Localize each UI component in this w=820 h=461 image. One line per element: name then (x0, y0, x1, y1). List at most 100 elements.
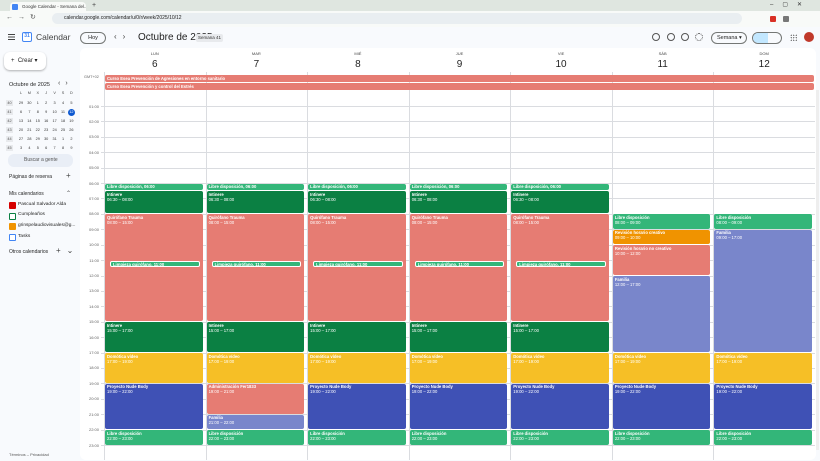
extension-icon[interactable] (770, 16, 776, 22)
help-icon[interactable] (681, 33, 689, 41)
mini-day[interactable]: 4 (28, 145, 31, 150)
day-number[interactable]: 9 (456, 59, 463, 70)
offline-icon[interactable] (667, 33, 675, 41)
mini-day[interactable]: 10 (52, 109, 57, 114)
mini-day[interactable]: 9 (70, 145, 73, 150)
mini-day[interactable]: 20 (18, 127, 24, 132)
event[interactable]: Intinere 06:30 – 08:00 (409, 191, 508, 214)
scrollbar[interactable] (816, 90, 819, 450)
event[interactable]: Intinere 06:30 – 08:00 (308, 191, 406, 214)
mini-day[interactable]: 1 (61, 136, 65, 141)
event[interactable]: Quirófano Trauma 08:00 – 15:00 (206, 214, 305, 322)
event[interactable]: Limpieza quirófano, 11:00 (414, 260, 505, 268)
day-number[interactable]: 8 (355, 59, 361, 70)
mini-day[interactable]: 5 (36, 145, 39, 150)
prev-next[interactable]: ‹› (114, 32, 132, 41)
mini-day[interactable]: 29 (35, 136, 40, 141)
event[interactable]: Libre disposición 22:00 – 23:00 (612, 430, 711, 445)
event[interactable]: Domótica vídeo 17:00 – 19:00 (714, 353, 812, 383)
mini-day[interactable]: 9 (45, 109, 48, 114)
all-day-event[interactable]: Curso Esea Prevención y control del Estr… (105, 82, 814, 90)
mini-day[interactable]: 28 (27, 136, 32, 141)
event[interactable]: Quirófano Trauma 08:00 – 15:00 (105, 214, 203, 322)
event[interactable]: Limpieza quirófano, 11:00 (110, 260, 200, 268)
window-controls[interactable]: –▢✕ (770, 2, 812, 8)
mini-day[interactable]: 29 (18, 100, 24, 105)
event[interactable]: Libre disposición 08:00 – 09:00 (714, 214, 812, 229)
event[interactable]: Libre disposición, 06:00 (206, 183, 305, 191)
calendar-checkbox[interactable] (9, 202, 16, 209)
event[interactable]: Intinere 15:00 – 17:00 (511, 322, 609, 353)
calendar-name[interactable]: Cumpleaños (18, 212, 45, 218)
mini-day[interactable]: 30 (27, 100, 32, 105)
other-calendars-title[interactable]: Otros calendarios (9, 249, 49, 255)
collapse[interactable]: ⌃ (66, 191, 72, 197)
mini-day[interactable]: 14 (27, 118, 32, 123)
event[interactable]: Quirófano Trauma 08:00 – 15:00 (308, 214, 406, 322)
mini-day[interactable]: 4 (61, 100, 65, 105)
new-tab[interactable]: + (92, 2, 97, 9)
mini-day[interactable]: 15 (35, 118, 40, 123)
add-booking[interactable]: + (66, 171, 71, 180)
event[interactable]: Familia 21:00 – 22:00 (206, 414, 305, 430)
event[interactable]: Familia 09:00 – 17:00 (714, 229, 812, 353)
mini-day[interactable]: 5 (70, 100, 73, 105)
mini-day[interactable]: 26 (69, 127, 74, 132)
event[interactable]: Libre disposición, 06:00 (511, 183, 609, 191)
calendar-name[interactable]: Pascual Salvador Alda (18, 201, 66, 207)
mini-day[interactable]: 7 (28, 109, 31, 114)
browser-tab[interactable]: Google Calendar - Semana del... (10, 2, 86, 11)
mini-day[interactable]: 2 (45, 100, 48, 105)
event[interactable]: Libre disposición 22:00 – 23:00 (511, 430, 609, 445)
event[interactable]: Domótica vídeo 17:00 – 19:00 (612, 353, 711, 383)
event[interactable]: Domótica vídeo 17:00 – 19:00 (206, 353, 305, 383)
mini-day[interactable]: 6 (19, 109, 23, 114)
event[interactable]: Revisión horario creativo 09:00 – 10:00 (612, 229, 711, 245)
event[interactable]: Quirófano Trauma 08:00 – 15:00 (409, 214, 508, 322)
extension-icon[interactable] (783, 16, 789, 22)
day-number[interactable]: 6 (152, 59, 158, 70)
all-day-event[interactable]: Curso Esea Prevención de Agresiones en e… (105, 74, 814, 82)
day-number[interactable]: 10 (555, 59, 567, 70)
calendar-name[interactable]: Tasks (18, 233, 31, 239)
apps-icon[interactable] (790, 34, 797, 41)
mini-day[interactable]: 31 (52, 136, 57, 141)
mode-toggle[interactable] (752, 32, 782, 44)
footer-links[interactable]: Términos – Privacidad (9, 452, 49, 457)
event[interactable]: Proyecto Nude Body 19:00 – 22:00 (308, 383, 406, 430)
mini-day[interactable]: 8 (36, 109, 39, 114)
address-bar[interactable]: calendar.google.com/calendar/u/0/r/week/… (52, 13, 742, 24)
event[interactable]: Proyecto Nude Body 19:00 – 22:00 (612, 383, 711, 430)
mini-calendar-nav[interactable]: ‹› (58, 80, 73, 87)
event[interactable]: Libre disposición 22:00 – 23:00 (714, 430, 812, 445)
day-number[interactable]: 12 (758, 59, 770, 70)
event[interactable]: Libre disposición 08:00 – 09:00 (612, 214, 711, 229)
event[interactable]: Intinere 15:00 – 17:00 (105, 322, 203, 353)
create-button[interactable]: + Crear ▾ (4, 52, 46, 70)
day-number[interactable]: 11 (657, 59, 668, 70)
event[interactable]: Intinere 06:30 – 08:00 (105, 191, 203, 214)
mini-day[interactable]: 23 (44, 127, 49, 132)
event[interactable]: Libre disposición 22:00 – 23:00 (206, 430, 305, 445)
event[interactable]: Libre disposición, 06:00 (105, 183, 203, 191)
event[interactable]: Intinere 15:00 – 17:00 (206, 322, 305, 353)
mini-day[interactable]: 24 (52, 127, 57, 132)
mini-day[interactable]: 6 (45, 145, 48, 150)
event[interactable]: Libre disposición, 06:00 (409, 183, 508, 191)
event[interactable]: Limpieza quirófano, 11:00 (313, 260, 403, 268)
mini-day[interactable]: 19 (69, 118, 74, 123)
event[interactable]: Proyecto Nude Body 19:00 – 22:00 (714, 383, 812, 430)
mini-day[interactable]: 1 (36, 100, 39, 105)
calendar-checkbox[interactable] (9, 223, 16, 231)
event[interactable]: Libre disposición 22:00 – 23:00 (308, 430, 406, 445)
event[interactable]: Quirófano Trauma 08:00 – 15:00 (511, 214, 609, 322)
event[interactable]: Limpieza quirófano, 11:00 (211, 260, 302, 268)
event[interactable]: Intinere 06:30 – 08:00 (206, 191, 305, 214)
calendar-checkbox[interactable] (9, 234, 16, 242)
avatar[interactable] (804, 32, 814, 42)
my-calendars-title[interactable]: Mis calendarios (9, 191, 44, 197)
settings-icon[interactable] (695, 33, 703, 41)
calendar-name[interactable]: grinspelaudiovisuales@g... (18, 222, 76, 228)
event[interactable]: Intinere 15:00 – 17:00 (409, 322, 508, 353)
mini-day[interactable]: 16 (44, 118, 49, 123)
